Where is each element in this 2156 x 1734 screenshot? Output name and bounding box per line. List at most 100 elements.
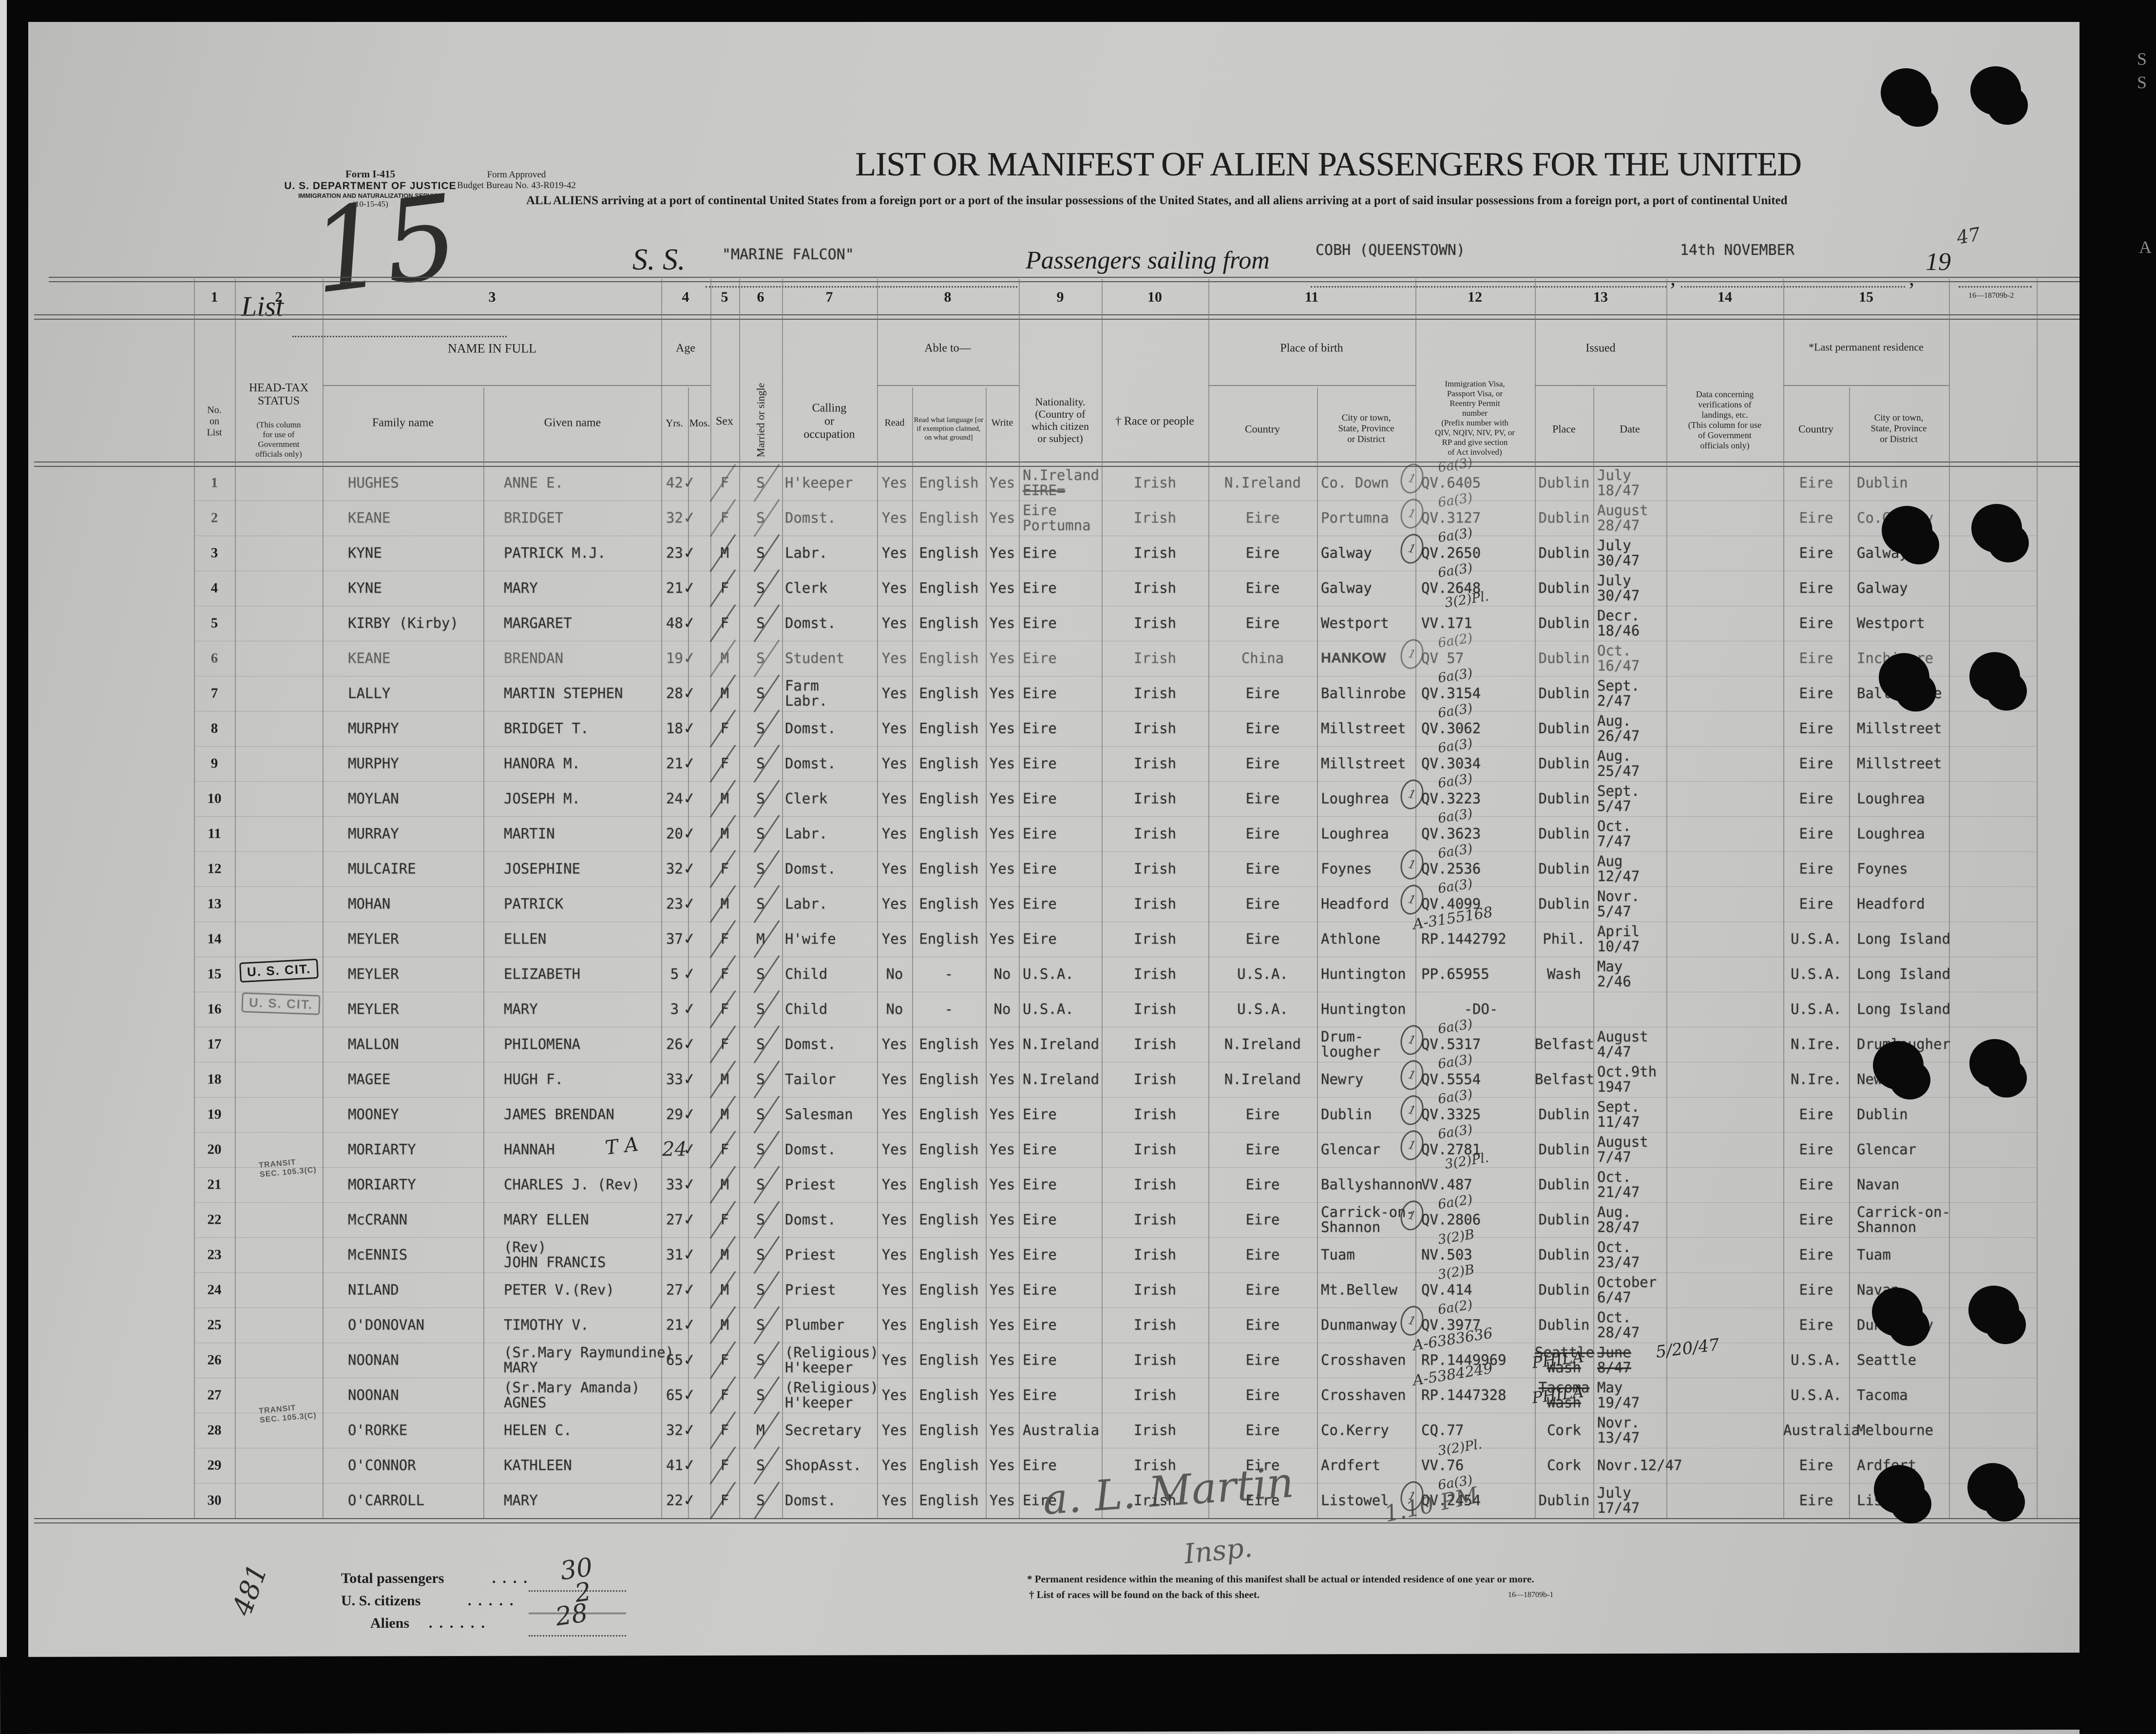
row-separator (194, 1483, 2037, 1484)
hole-punch (1872, 1288, 1929, 1346)
subcolumn-line (1317, 387, 1318, 1518)
cell-call: Domst. (785, 755, 836, 772)
cell-write: Yes (989, 1141, 1015, 1158)
cell-visa: QV.2650 (1421, 544, 1481, 561)
cell-race: Irish (1133, 650, 1177, 667)
cell-write: Yes (989, 1422, 1015, 1439)
column-number: 2 (275, 289, 283, 305)
hole-punch (1968, 1286, 2026, 1344)
row-separator (194, 746, 2037, 747)
cell-nat: N.Ireland (1023, 1071, 1100, 1088)
cell-write: Yes (989, 685, 1015, 702)
cell-giv: (Sr.Mary Raymundine) MARY (504, 1344, 674, 1376)
cell-read: Yes (881, 685, 908, 702)
edge-letter: A (2139, 237, 2152, 257)
cell-write: Yes (989, 1492, 1015, 1509)
cell-lang: English (919, 1422, 979, 1439)
cell-call: Plumber (785, 1316, 845, 1333)
row-separator (194, 1132, 2037, 1133)
cell-sex: M (720, 790, 729, 807)
cell-lang: English (919, 1071, 979, 1088)
cell-bcity: Athlone (1321, 930, 1381, 947)
passenger-row: 27 NOONAN (Sr.Mary Amanda) AGNES 65 ✓ F S (Reli… (194, 1360, 2084, 1414)
cell-lang: English (919, 1457, 979, 1474)
cell-nat: Eire (1023, 1211, 1057, 1228)
cell-fam: NILAND (348, 1281, 399, 1298)
cell-bc: Eire (1245, 1457, 1280, 1474)
cell-race: Irish (1133, 1106, 1177, 1123)
subcolumn-line (1593, 387, 1594, 1518)
cell-visa: QV.3062 (1421, 720, 1481, 737)
cell-fam: KEANE (348, 650, 391, 667)
cell-call: Labr. (785, 544, 828, 561)
cell-nat: Eire (1023, 685, 1057, 702)
cell-nat: Eire (1023, 579, 1057, 597)
row-separator (194, 886, 2037, 887)
row-separator (194, 711, 2037, 712)
cell-write: Yes (989, 509, 1015, 526)
cell-visa: RP.1449969 (1421, 1351, 1507, 1368)
cell-dt: July 17/47 (1597, 1484, 1640, 1516)
cell-fam: KYNE (348, 579, 382, 597)
age-checkmark: ✓ (683, 1103, 696, 1125)
cell-ms: S (756, 720, 765, 737)
cell-nat: Eire (1023, 1246, 1057, 1263)
cell-write: Yes (989, 615, 1015, 632)
cell-sex: F (720, 1457, 729, 1474)
cell-race: Irish (1133, 720, 1177, 737)
cell-fam: MALLON (348, 1036, 399, 1053)
cell-giv: HELEN C. (504, 1422, 572, 1439)
cell-ms: S (756, 1387, 765, 1404)
cell-dt: Oct.9th 1947 (1597, 1063, 1657, 1095)
cell-bcity: Newry (1321, 1071, 1364, 1088)
cell-ip: Dublin (1538, 1106, 1590, 1123)
age-checkmark: ✓ (683, 892, 696, 914)
cell-dt: Oct. 7/47 (1597, 818, 1631, 849)
cell-bc: Eire (1245, 860, 1280, 877)
cell-fam: MOONEY (348, 1106, 399, 1123)
cell-dt: Novr. 5/47 (1597, 888, 1640, 920)
cell-ms: M (756, 930, 765, 947)
cell-rcity: Loughrea (1857, 825, 1925, 842)
cell-no: 22 (207, 1212, 222, 1228)
aliens-value: 28 (553, 1598, 590, 1632)
cell-write: Yes (989, 1246, 1015, 1263)
cell-call: Secretary (785, 1422, 862, 1439)
aliens-underline (529, 1635, 626, 1637)
cell-fam: MAGEE (348, 1071, 391, 1088)
cell-dt: Aug. 25/47 (1597, 748, 1640, 779)
header-divider (877, 385, 1019, 386)
row-separator (194, 1097, 2037, 1098)
cell-rc: Eire (1799, 790, 1833, 807)
cell-nat: Eire (1023, 1316, 1057, 1333)
cell-giv: MARY ELLEN (504, 1211, 589, 1228)
cell-call: H'keeper (785, 474, 853, 491)
column-number: 13 (1593, 289, 1608, 305)
cell-no: 4 (210, 580, 218, 596)
cell-rc: U.S.A. (1791, 930, 1842, 947)
cell-visa: QV.2648 (1421, 579, 1481, 597)
cell-nat: Eire Portumna (1019, 503, 1106, 533)
age-checkmark: ✓ (683, 998, 696, 1020)
passenger-row: 12 MULCAIRE JOSEPHINE 32 ✓ F S Domst. Yes English… (194, 841, 2084, 888)
cell-lang: English (919, 474, 979, 491)
passenger-row: 10 MOYLAN JOSEPH M. 24 ✓ M S Clerk Yes English Yes… (194, 771, 2084, 818)
cell-yrs: 42 (666, 474, 683, 491)
cell-bcity: Westport (1321, 615, 1389, 632)
column-line (1019, 279, 1020, 1518)
cell-yrs: 20 (666, 825, 683, 842)
cell-yrs: 32 (666, 1422, 683, 1439)
cell-lang: English (919, 544, 979, 561)
cell-ms: S (756, 509, 765, 526)
cell-nat: Eire (1023, 755, 1057, 772)
header-c3: NAME IN FULL (448, 341, 536, 356)
cell-lang: English (919, 650, 979, 667)
cell-rc: U.S.A. (1791, 1001, 1842, 1018)
header-divider (1208, 385, 1415, 386)
cell-no: 26 (207, 1352, 222, 1368)
header-c13a: Place (1552, 423, 1576, 435)
column-line (877, 279, 878, 1518)
cell-sex: M (720, 895, 729, 912)
cell-nat: Eire (1023, 615, 1057, 632)
